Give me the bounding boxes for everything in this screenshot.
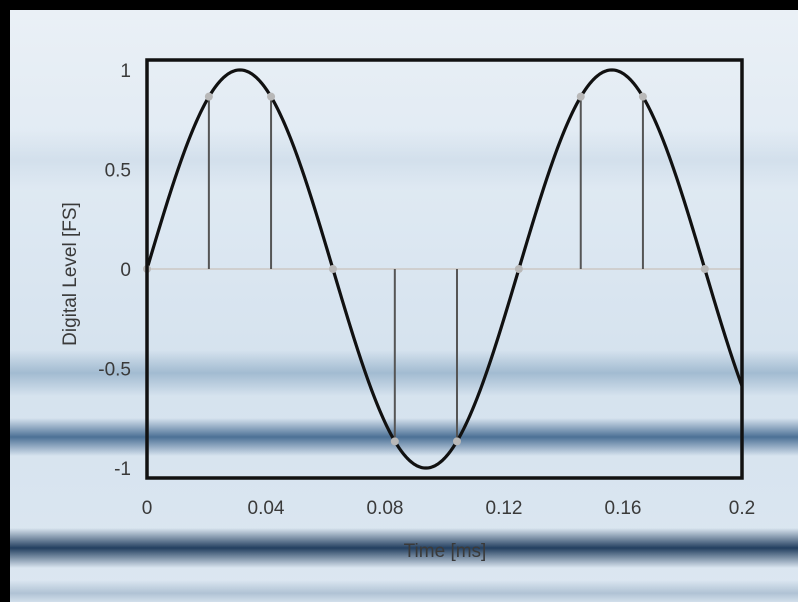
x-tick-label: 0.16 (605, 498, 642, 519)
plot-area-frame (145, 58, 744, 480)
x-tick-label: 0.2 (729, 498, 755, 519)
x-tick-label: 0.04 (248, 498, 285, 519)
y-tick-label: -1 (114, 459, 131, 480)
background-band (10, 130, 798, 190)
x-tick-label: 0 (142, 498, 153, 519)
x-tick-label: 0.08 (367, 498, 404, 519)
sample-marker (390, 437, 399, 446)
sample-marker (576, 92, 585, 101)
y-tick-label: 0 (120, 260, 131, 281)
x-tick-label: 0.12 (486, 498, 523, 519)
sample-stems (207, 96, 644, 442)
background-band (10, 580, 798, 602)
sample-marker (638, 92, 647, 101)
background-band (10, 418, 798, 456)
y-tick-label: 0.5 (105, 160, 131, 181)
background-band (10, 350, 798, 396)
sample-markers (143, 92, 709, 446)
y-tick-label: 1 (120, 61, 131, 82)
x-axis-label: Time [ms] (404, 541, 487, 562)
sample-marker (204, 92, 213, 101)
sample-marker (452, 437, 461, 446)
sample-marker (514, 265, 523, 273)
spectrogram-background (10, 10, 798, 602)
y-tick-label: -0.5 (98, 360, 131, 381)
sample-marker (267, 92, 276, 101)
y-axis-label: Digital Level [FS] (60, 202, 81, 346)
sample-marker (700, 265, 709, 273)
background-band (10, 528, 798, 568)
x-axis-tick-labels: 0 0.04 0.08 0.12 0.16 0.2 (142, 498, 756, 519)
sample-marker (328, 265, 337, 273)
y-axis-tick-labels: 1 0.5 0 -0.5 -1 (98, 61, 131, 480)
